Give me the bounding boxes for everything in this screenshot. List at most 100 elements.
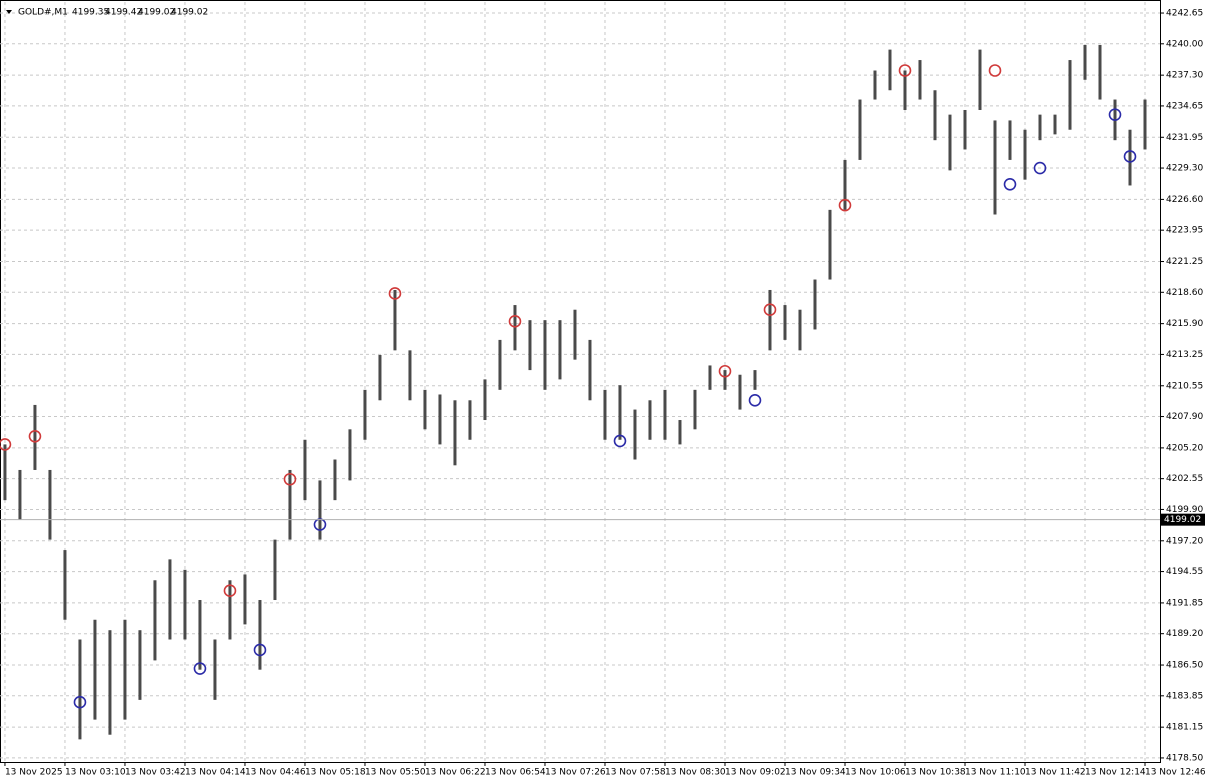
price-bar [63,550,67,620]
y-tick-label: 4213.25 [1166,350,1203,360]
y-tick-label: 4183.85 [1166,691,1203,701]
x-tick-label: 13 Nov 04:46 [245,768,306,778]
price-bar [198,600,202,670]
price-bar [318,480,322,540]
price-bar [138,630,142,700]
signal-marker [838,198,852,212]
price-bar [753,370,757,390]
symbol: GOLD#,M1 [18,8,68,18]
x-tick-label: 13 Nov 08:30 [665,768,726,778]
price-bar [678,420,682,445]
signal-marker [988,64,1002,77]
price-bar [408,350,412,401]
price-bar [288,469,292,540]
signal-marker [1003,178,1017,191]
price-bar [303,439,307,501]
y-tick-label: 4189.20 [1166,629,1203,639]
price-bar [273,539,277,601]
x-tick-label: 13 Nov 10:38 [905,768,966,778]
price-bar [978,49,982,110]
x-tick-label: 13 Nov 10:06 [845,768,906,778]
price-bar [1143,99,1147,150]
price-bar [663,389,667,440]
y-tick-label: 4199.90 [1166,505,1203,515]
price-bar [693,389,697,430]
signal-marker [253,643,267,657]
signal-marker [718,364,732,378]
y-tick-label: 4210.55 [1166,381,1203,391]
price-bar [498,339,502,390]
price-bar [873,70,877,100]
price-bar [648,400,652,440]
price-bar [738,374,742,410]
signal-marker [898,64,912,77]
signal-marker [748,393,762,407]
price-bar [123,619,127,720]
quote-high: 4199.42 [105,8,142,18]
price-bars [3,44,1147,740]
y-tick-label: 4229.30 [1166,164,1203,174]
y-tick-label: 4197.20 [1166,536,1203,546]
price-bar [78,639,82,740]
price-bar [588,339,592,401]
y-tick-label: 4218.60 [1166,288,1203,298]
price-bar [513,305,517,351]
price-bar [963,109,967,150]
price-bar [453,400,457,466]
price-bar [1038,114,1042,141]
price-bar [378,355,382,401]
price-bar [633,409,637,460]
price-bar [1068,60,1072,130]
signal-marker [283,472,297,486]
price-bar [843,159,847,210]
x-tick-label: 13 Nov 12:14 [1085,768,1146,778]
price-bar [1128,129,1132,186]
current-price-box [1161,513,1205,526]
y-tick-label: 4194.55 [1166,567,1203,577]
price-bar [333,459,337,501]
x-tick-label: 13 Nov 11:10 [965,768,1026,778]
price-bar [93,619,97,720]
signal-marker [28,429,42,443]
x-tick-label: 13 Nov 09:02 [725,768,786,778]
price-bar [423,389,427,430]
quote-close: 4199.02 [171,8,208,18]
price-bar [183,569,187,640]
price-bar [438,394,442,445]
price-bar [618,385,622,440]
y-tick-label: 4215.90 [1166,319,1203,329]
price-bar [888,49,892,91]
y-tick-label: 4207.90 [1166,412,1203,422]
price-bar [708,365,712,390]
x-tick-label: 13 Nov 07:58 [605,768,666,778]
overlay [0,64,1160,709]
quote-open: 4199.35 [72,8,109,18]
price-bar [1023,129,1027,180]
price-bar [543,320,547,390]
price-bar [933,90,937,141]
menu-arrow[interactable] [6,10,12,14]
y-tick-label: 4234.65 [1166,101,1203,111]
signal-marker [508,315,522,328]
price-bar [48,469,52,540]
signal-marker [193,662,207,675]
signal-marker [613,434,627,448]
quote-low: 4199.02 [138,8,175,18]
x-tick-label: 13 Nov 12:46 [1145,768,1206,778]
y-tick-label: 4191.85 [1166,598,1203,608]
price-bar [993,120,997,215]
price-bar [168,559,172,640]
price-bar [858,99,862,160]
plot-frame [0,0,1161,763]
price-bar [108,630,112,735]
signal-marker [388,287,402,300]
price-bar [258,600,262,670]
x-tick-label: 13 Nov 05:50 [365,768,426,778]
signal-marker [313,518,327,531]
price-bar [768,289,772,351]
price-bar [213,639,217,700]
price-bar [1098,44,1102,100]
signal-marker [73,695,87,709]
x-tick-label: 13 Nov 06:22 [425,768,486,778]
